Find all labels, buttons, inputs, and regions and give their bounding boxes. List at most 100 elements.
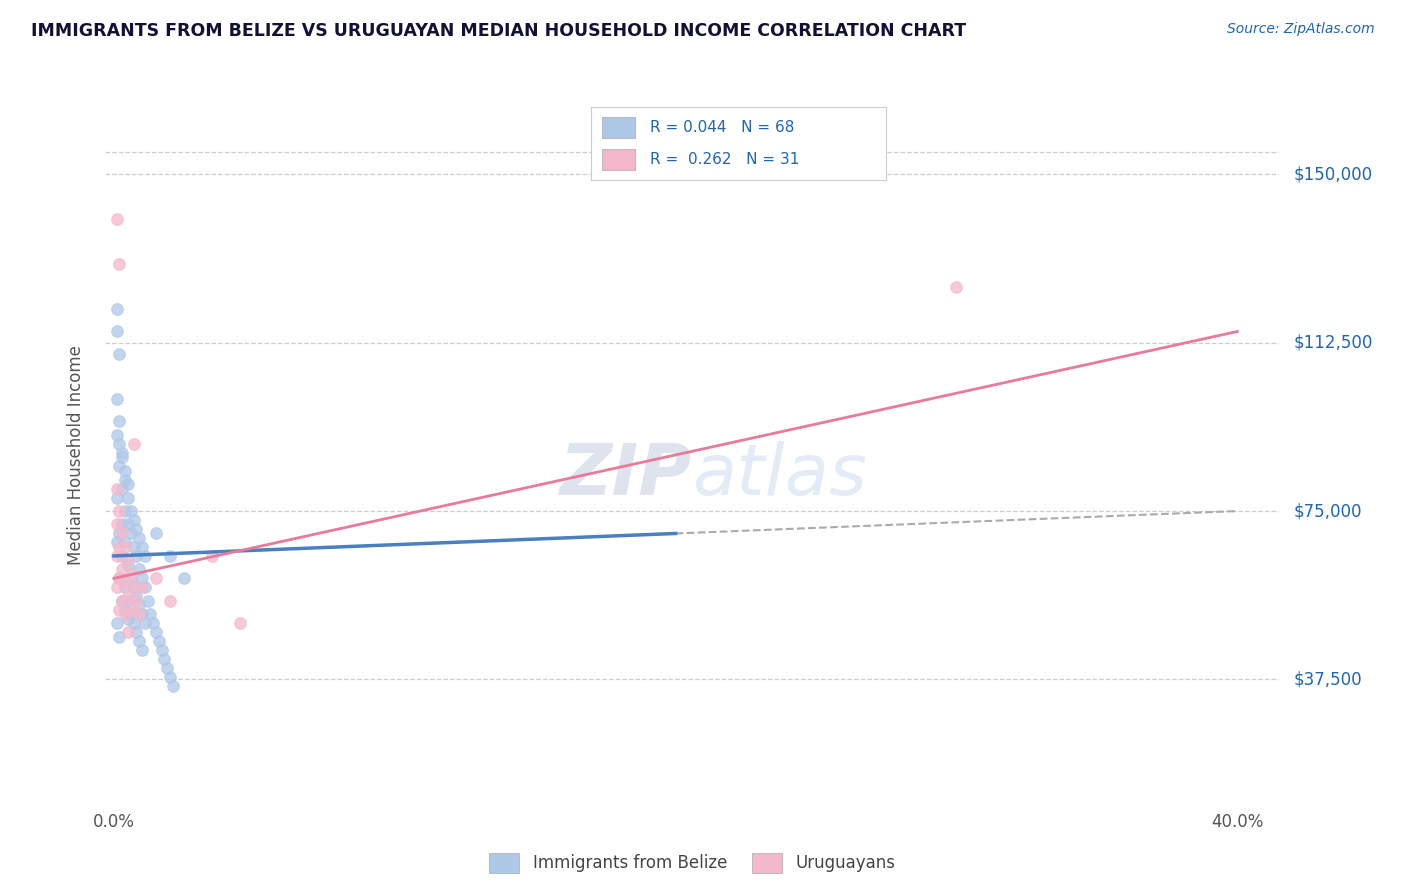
Point: [108, 571, 131, 585]
Point: [134, 616, 156, 631]
Point: [114, 575, 136, 590]
Point: [111, 482, 134, 496]
Text: ZIP: ZIP: [560, 442, 692, 510]
Point: [159, 670, 181, 684]
Point: [131, 607, 153, 622]
Point: [125, 590, 148, 604]
Point: [145, 571, 167, 585]
Point: [142, 616, 165, 631]
Text: $37,500: $37,500: [1294, 671, 1362, 689]
Point: [108, 540, 131, 554]
Y-axis label: Median Household Income: Median Household Income: [66, 345, 84, 565]
Point: [111, 517, 134, 532]
Point: [134, 549, 156, 563]
Point: [117, 558, 139, 572]
Point: [131, 580, 153, 594]
Point: [105, 616, 128, 631]
Point: [120, 526, 142, 541]
Point: [125, 549, 148, 563]
Point: [173, 571, 195, 585]
Point: [108, 459, 131, 474]
Point: [122, 436, 145, 450]
Point: [114, 580, 136, 594]
Point: [108, 414, 131, 428]
Point: [111, 594, 134, 608]
Point: [131, 643, 153, 657]
Point: [128, 562, 150, 576]
Point: [136, 594, 159, 608]
Bar: [602, 117, 636, 137]
Point: [111, 526, 134, 541]
Point: [105, 517, 128, 532]
Point: [128, 599, 150, 613]
Point: [145, 526, 167, 541]
Point: [114, 504, 136, 518]
Point: [134, 580, 156, 594]
Point: [108, 603, 131, 617]
Text: R = 0.044   N = 68: R = 0.044 N = 68: [650, 120, 794, 135]
Point: [120, 603, 142, 617]
Point: [120, 607, 142, 622]
Point: [131, 540, 153, 554]
Point: [162, 679, 184, 693]
Point: [128, 607, 150, 622]
Point: [114, 603, 136, 617]
Text: IMMIGRANTS FROM BELIZE VS URUGUAYAN MEDIAN HOUSEHOLD INCOME CORRELATION CHART: IMMIGRANTS FROM BELIZE VS URUGUAYAN MEDI…: [31, 22, 966, 40]
Point: [201, 549, 224, 563]
Point: [122, 616, 145, 631]
Point: [117, 590, 139, 604]
Point: [108, 526, 131, 541]
Point: [114, 473, 136, 487]
Point: [153, 652, 176, 666]
Point: [105, 301, 128, 316]
Point: [111, 450, 134, 465]
Point: [108, 571, 131, 585]
Point: [117, 594, 139, 608]
Text: $150,000: $150,000: [1294, 165, 1372, 184]
Bar: [602, 150, 636, 170]
Point: [229, 616, 252, 631]
Point: [111, 445, 134, 459]
Text: $112,500: $112,500: [1294, 334, 1372, 351]
Point: [105, 482, 128, 496]
Point: [128, 531, 150, 545]
Text: atlas: atlas: [692, 442, 868, 510]
Point: [156, 661, 179, 675]
Point: [945, 279, 967, 293]
Point: [114, 464, 136, 478]
Point: [117, 553, 139, 567]
Point: [159, 594, 181, 608]
Point: [105, 549, 128, 563]
Point: [148, 634, 170, 648]
Point: [108, 257, 131, 271]
Point: [108, 436, 131, 450]
Point: [131, 571, 153, 585]
Point: [120, 571, 142, 585]
Point: [122, 513, 145, 527]
Point: [117, 477, 139, 491]
Point: [105, 491, 128, 505]
Point: [120, 566, 142, 581]
Legend: Immigrants from Belize, Uruguayans: Immigrants from Belize, Uruguayans: [485, 847, 900, 878]
Point: [150, 643, 173, 657]
Point: [114, 607, 136, 622]
Point: [105, 392, 128, 406]
Point: [117, 612, 139, 626]
Point: [128, 634, 150, 648]
Point: [122, 540, 145, 554]
Point: [111, 549, 134, 563]
Point: [120, 504, 142, 518]
Point: [105, 535, 128, 549]
Point: [139, 607, 162, 622]
Point: [108, 347, 131, 361]
Point: [105, 212, 128, 227]
Text: R =  0.262   N = 31: R = 0.262 N = 31: [650, 153, 799, 167]
Point: [105, 427, 128, 442]
Point: [117, 625, 139, 640]
Text: Source: ZipAtlas.com: Source: ZipAtlas.com: [1227, 22, 1375, 37]
Point: [111, 562, 134, 576]
Point: [105, 580, 128, 594]
Point: [122, 580, 145, 594]
Point: [122, 580, 145, 594]
Point: [114, 540, 136, 554]
